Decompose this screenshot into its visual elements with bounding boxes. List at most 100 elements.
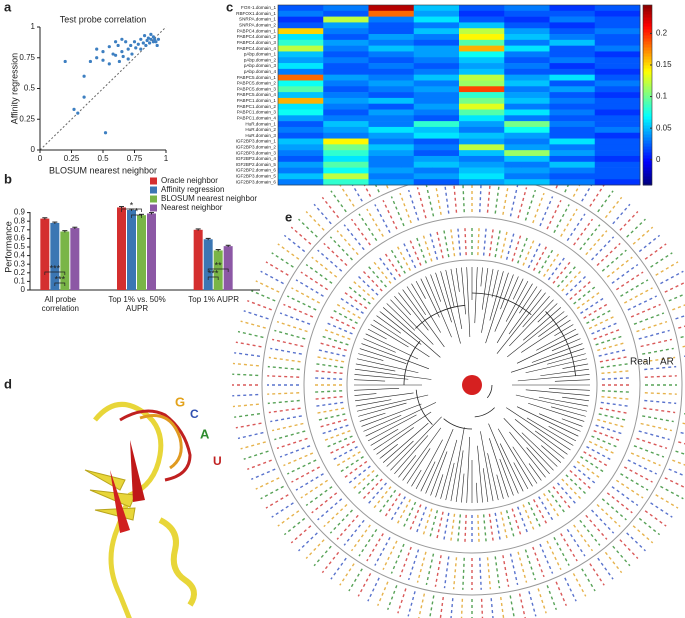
point (121, 54, 125, 59)
branch (363, 338, 396, 353)
logo-stack (580, 296, 606, 314)
colorbar-step (643, 86, 652, 90)
colorbar-step (643, 128, 652, 132)
branch (420, 278, 440, 318)
row-label: PABPC1.domain_4 (237, 115, 277, 120)
branch (406, 448, 431, 484)
heat-cell (594, 97, 641, 105)
heat-cell (594, 121, 641, 128)
branch (355, 368, 432, 380)
logo-stack (604, 551, 623, 574)
heat-cell (413, 97, 460, 105)
logo-stack (434, 555, 442, 587)
colorbar-step (643, 122, 652, 126)
significance-label: *** (55, 274, 66, 284)
heat-cell (459, 45, 505, 52)
logo-stack (377, 581, 389, 606)
heat-cell (549, 63, 596, 70)
y-tick-label: 1 (31, 22, 36, 31)
y-tick-label: 0.75 (19, 53, 35, 62)
colorbar-step (643, 11, 652, 15)
logo-stack (528, 591, 537, 617)
branch (540, 368, 589, 377)
heat-cell (504, 109, 550, 116)
point (153, 37, 157, 41)
branch (420, 461, 436, 492)
logo-stack (355, 474, 379, 497)
branch (506, 311, 565, 358)
logo-stack (321, 196, 340, 219)
branch (512, 446, 538, 484)
logo-stack (611, 486, 639, 507)
logo-stack (585, 514, 608, 540)
heat-cell (549, 80, 596, 87)
colorbar-step (643, 62, 652, 66)
logo-stack (339, 563, 355, 586)
logo-stack (532, 546, 545, 578)
heat-cell (413, 167, 460, 174)
logo-stack (290, 525, 312, 544)
logo-stack (265, 494, 289, 509)
logo-stack (591, 236, 615, 261)
bar (50, 222, 60, 290)
colorbar-step (643, 107, 652, 111)
branch (496, 292, 546, 354)
point (142, 34, 147, 38)
logo-stack (279, 312, 311, 325)
heat-cell (549, 97, 596, 105)
logo-stack (642, 347, 674, 355)
nucleotide-label: G (175, 394, 185, 409)
heat-cell (368, 138, 415, 145)
heat-cell (504, 39, 550, 46)
branch (537, 303, 558, 323)
heat-cell (368, 132, 415, 139)
logo-stack (460, 598, 464, 618)
branch (461, 267, 466, 315)
logo-stack (480, 598, 484, 618)
logo-stack (547, 489, 567, 515)
logo-stack (630, 303, 661, 318)
branch (474, 267, 478, 324)
branch (505, 280, 529, 322)
branch (515, 394, 588, 412)
colorbar-step (643, 17, 652, 21)
heat-cell (413, 173, 460, 180)
colorbar-step (643, 14, 652, 18)
logo-stack (494, 227, 502, 258)
heat-cell (459, 80, 505, 87)
logo-stack (633, 312, 665, 325)
logo-stack (591, 509, 615, 534)
point (145, 38, 149, 43)
branch (516, 333, 579, 364)
heat-cell (459, 155, 505, 163)
bar (213, 250, 223, 290)
logo-stack (313, 362, 344, 369)
heat-cell (549, 86, 596, 93)
x-tick-label: 0.75 (127, 154, 143, 163)
heat-cell (413, 150, 460, 157)
heat-cell (504, 167, 550, 174)
point (72, 107, 76, 112)
significance-label: *** (50, 263, 61, 273)
branch (480, 431, 494, 502)
branch (489, 438, 509, 498)
logo-stack (298, 218, 318, 238)
logo-stack (366, 264, 387, 288)
logo-stack (644, 375, 677, 378)
heat-cell (459, 5, 505, 12)
logo-stack (599, 355, 630, 363)
logo-stack (329, 236, 353, 261)
x-tick-label: 0.25 (64, 154, 80, 163)
logo-stack (401, 240, 417, 269)
heat-cell (323, 10, 369, 17)
logo-stack (270, 347, 302, 355)
heat-cell (413, 16, 460, 23)
logo-stack (650, 252, 673, 268)
x-tick-label: 0.5 (97, 154, 109, 163)
heat-cell (504, 115, 550, 122)
heat-cell (594, 155, 641, 163)
logo-stack (342, 460, 368, 480)
protein-structure (84, 401, 197, 618)
heat-cell (549, 155, 596, 163)
row-label: HuR.domain_1 (245, 121, 276, 126)
